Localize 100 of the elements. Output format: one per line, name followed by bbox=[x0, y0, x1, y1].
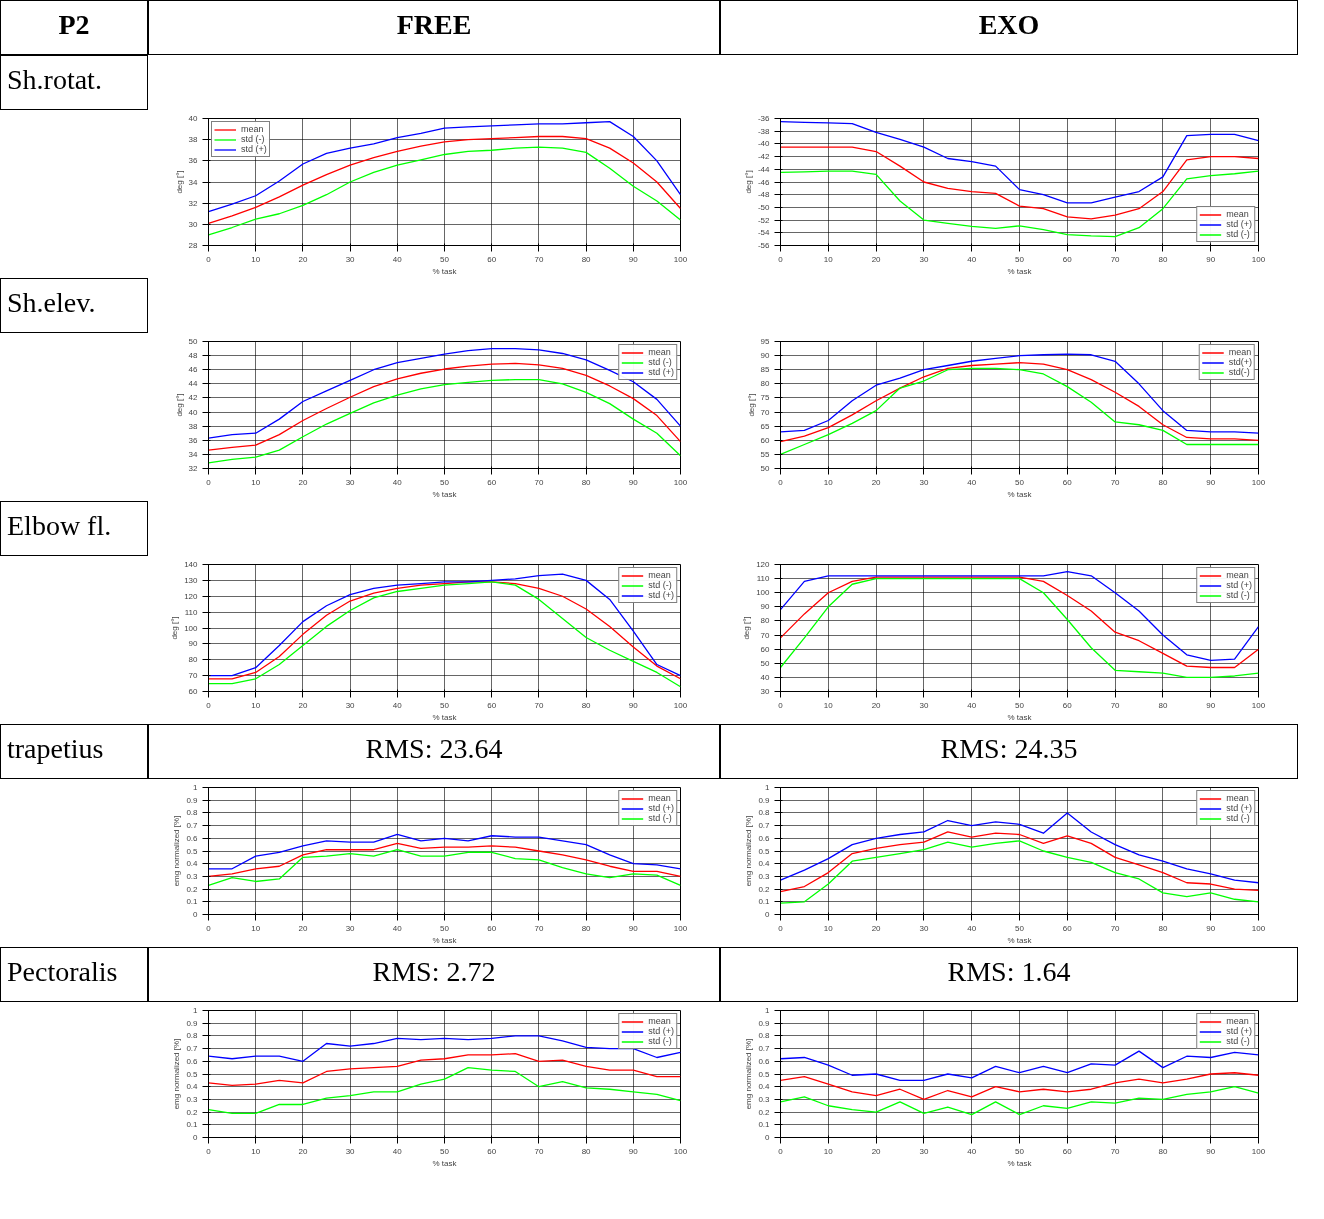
chart-title: EXO bbox=[978, 9, 1040, 40]
line-series bbox=[780, 146, 1259, 220]
x-tick-label: 40 bbox=[392, 1146, 403, 1156]
y-tick-label: 50 bbox=[760, 658, 771, 668]
y-tick-label: 65 bbox=[760, 421, 771, 431]
y-tick-label: 70 bbox=[188, 671, 199, 681]
y-axis-title: deg [°] bbox=[743, 170, 753, 194]
line-series bbox=[208, 378, 681, 464]
x-tick-label: 90 bbox=[628, 477, 639, 487]
y-tick-label: 80 bbox=[760, 616, 771, 626]
x-tick-label: 50 bbox=[440, 700, 450, 710]
x-tick-label: 50 bbox=[1015, 254, 1025, 264]
x-tick-label: 100 bbox=[673, 1146, 688, 1156]
x-tick-label: 40 bbox=[392, 477, 403, 487]
x-tick-label: 70 bbox=[1110, 254, 1121, 264]
y-tick-label: 130 bbox=[184, 575, 199, 585]
x-tick-label: 40 bbox=[967, 1146, 977, 1156]
line-series bbox=[780, 170, 1259, 238]
y-tick-label: 50 bbox=[760, 464, 771, 473]
y-axis-title: deg [°] bbox=[746, 393, 756, 417]
y-axis-title: emg normalized [%] bbox=[744, 1038, 754, 1110]
y-tick-label: 34 bbox=[188, 177, 199, 187]
chart-subtitle: RMS: 1.64 bbox=[947, 955, 1071, 989]
x-tick-label: 90 bbox=[628, 254, 639, 264]
x-tick-label: 10 bbox=[251, 923, 261, 933]
x-axis-title: % task bbox=[432, 489, 458, 499]
legend-label: std (-) bbox=[1226, 590, 1250, 600]
x-axis-title: % task bbox=[1007, 266, 1033, 276]
line-series bbox=[780, 367, 1259, 456]
legend-label: mean bbox=[241, 124, 264, 134]
line-series bbox=[780, 1072, 1259, 1101]
x-tick-label: 100 bbox=[1251, 1146, 1266, 1156]
y-tick-label: 120 bbox=[184, 591, 199, 601]
y-tick-label: 0.7 bbox=[186, 1044, 199, 1054]
x-tick-label: 50 bbox=[1015, 477, 1025, 487]
y-tick-label: -44 bbox=[757, 164, 771, 174]
x-tick-label: 80 bbox=[1158, 700, 1168, 710]
x-tick-label: 30 bbox=[345, 254, 356, 264]
y-tick-label: 1 bbox=[765, 783, 771, 792]
x-tick-label: 10 bbox=[251, 700, 261, 710]
legend-label: mean bbox=[648, 793, 671, 803]
x-tick-label: 10 bbox=[823, 923, 834, 933]
y-tick-label: 110 bbox=[756, 574, 771, 584]
y-tick-label: 0.9 bbox=[758, 1018, 771, 1028]
legend-label: std (+) bbox=[1226, 580, 1252, 590]
x-tick-label: 70 bbox=[534, 923, 544, 933]
y-tick-label: 42 bbox=[188, 393, 199, 403]
line-series bbox=[780, 353, 1259, 434]
x-tick-label: 90 bbox=[1206, 700, 1216, 710]
y-tick-label: 0.9 bbox=[186, 795, 199, 805]
y-tick-label: 60 bbox=[760, 435, 771, 445]
x-tick-label: 50 bbox=[440, 477, 450, 487]
x-tick-label: 10 bbox=[823, 477, 834, 487]
y-tick-label: 0.3 bbox=[186, 1094, 199, 1104]
x-tick-label: 50 bbox=[440, 1146, 450, 1156]
x-tick-label: 100 bbox=[673, 700, 688, 710]
y-tick-label: 110 bbox=[184, 607, 199, 617]
y-tick-label: 0.2 bbox=[758, 1107, 771, 1117]
legend-label: mean bbox=[1226, 793, 1249, 803]
x-tick-label: 40 bbox=[392, 923, 403, 933]
x-tick-label: 40 bbox=[392, 254, 403, 264]
x-tick-label: 80 bbox=[581, 700, 592, 710]
y-tick-label: -42 bbox=[757, 152, 771, 162]
x-tick-label: 10 bbox=[251, 254, 261, 264]
x-tick-label: 80 bbox=[1158, 477, 1168, 487]
y-tick-label: -36 bbox=[757, 114, 771, 123]
y-tick-label: 60 bbox=[760, 644, 771, 654]
y-tick-label: 36 bbox=[188, 156, 199, 166]
y-tick-label: 0.1 bbox=[186, 897, 199, 907]
x-axis-title: % task bbox=[432, 266, 458, 276]
y-tick-label: 36 bbox=[188, 435, 199, 445]
x-tick-label: 0 bbox=[206, 1146, 212, 1156]
line-series bbox=[780, 1050, 1259, 1081]
x-tick-label: 50 bbox=[1015, 700, 1025, 710]
legend-label: std(-) bbox=[1228, 367, 1250, 377]
x-tick-label: 60 bbox=[487, 1146, 497, 1156]
y-tick-label: 0.3 bbox=[758, 1094, 771, 1104]
y-tick-label: 0.4 bbox=[758, 859, 771, 869]
x-tick-label: 20 bbox=[871, 923, 882, 933]
line-series bbox=[208, 1053, 681, 1087]
x-tick-label: 80 bbox=[1158, 1146, 1168, 1156]
x-tick-label: 20 bbox=[298, 477, 308, 487]
x-tick-label: 10 bbox=[251, 477, 261, 487]
x-tick-label: 80 bbox=[1158, 254, 1168, 264]
y-tick-label: 1 bbox=[193, 783, 199, 792]
legend-label: std (-) bbox=[1226, 229, 1250, 239]
x-tick-label: 10 bbox=[823, 700, 834, 710]
y-tick-label: 140 bbox=[184, 560, 199, 569]
x-tick-label: 70 bbox=[1110, 477, 1121, 487]
y-tick-label: 80 bbox=[188, 655, 199, 665]
y-axis-title: deg [°] bbox=[170, 616, 180, 640]
x-tick-label: 30 bbox=[919, 923, 929, 933]
chart-title: FREE bbox=[396, 9, 472, 40]
x-tick-label: 0 bbox=[778, 1146, 784, 1156]
x-tick-label: 0 bbox=[778, 477, 784, 487]
x-tick-label: 60 bbox=[1062, 254, 1073, 264]
y-tick-label: 0.4 bbox=[186, 859, 199, 869]
y-tick-label: 34 bbox=[188, 449, 199, 459]
x-tick-label: 30 bbox=[919, 1146, 929, 1156]
y-axis-title: emg normalized [%] bbox=[172, 815, 182, 887]
